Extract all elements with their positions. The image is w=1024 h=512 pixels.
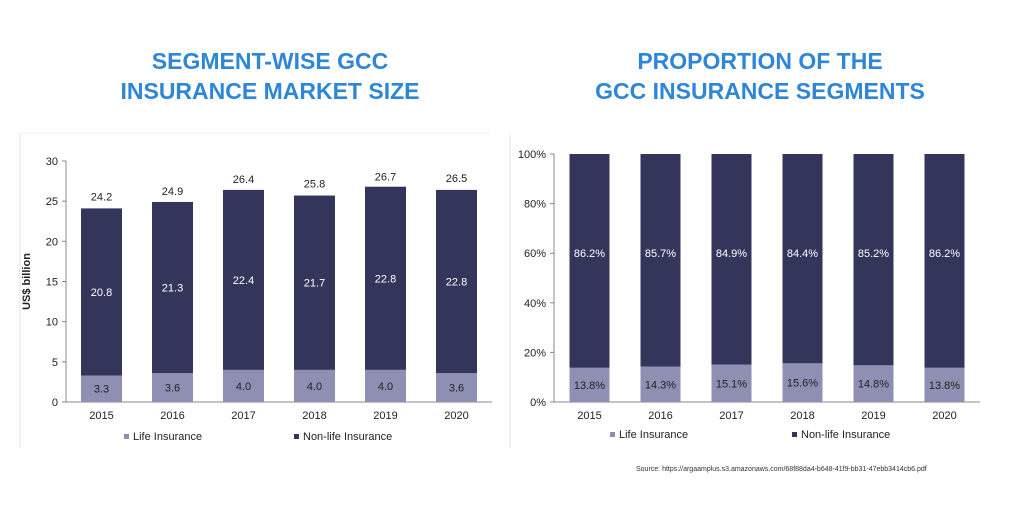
life-bar-2019 (365, 369, 406, 402)
life-data-label: 4.0 (378, 381, 393, 393)
nonlife-bar-2019 (365, 186, 406, 370)
total-data-label: 25.8 (304, 179, 325, 191)
nonlife-data-label: 85.2% (858, 248, 889, 260)
x-tick-label: 2016 (160, 410, 184, 422)
y-tick-label: 0% (530, 397, 546, 409)
nonlife-bar-2020 (436, 189, 477, 374)
legend-label-nonlife: Non-life Insurance (303, 431, 392, 443)
x-tick-label: 2019 (373, 410, 397, 422)
y-tick-label: 10 (46, 317, 58, 329)
nonlife-data-label: 22.4 (233, 275, 254, 287)
y-tick-label: 0 (52, 397, 58, 409)
x-tick-label: 2019 (861, 410, 885, 422)
nonlife-bar-2018 (294, 195, 335, 370)
y-tick-label: 20 (46, 236, 58, 248)
life-bar-2019 (853, 365, 894, 402)
legend-swatch-nonlife (792, 432, 797, 437)
right-title-line-2: GCC INSURANCE SEGMENTS (595, 78, 925, 104)
life-data-label: 14.8% (858, 379, 889, 391)
life-bar-2016 (152, 373, 193, 402)
nonlife-bar-2016 (640, 154, 681, 367)
legend-label-nonlife: Non-life Insurance (801, 429, 890, 441)
nonlife-bar-2016 (152, 201, 193, 374)
total-data-label: 24.9 (162, 186, 183, 198)
y-tick-label: 100% (518, 149, 546, 161)
x-tick-label: 2018 (302, 410, 326, 422)
life-data-label: 3.3 (94, 384, 109, 396)
total-data-label: 26.7 (375, 172, 396, 184)
legend-label-life: Life Insurance (619, 429, 688, 441)
nonlife-bar-2017 (711, 154, 752, 365)
total-data-label: 26.5 (446, 173, 467, 185)
nonlife-bar-2015 (81, 208, 122, 376)
legend-swatch-life (610, 432, 615, 437)
total-data-label: 26.4 (233, 174, 254, 186)
life-bar-2016 (640, 366, 681, 402)
y-tick-label: 30 (46, 156, 58, 168)
total-data-label: 24.2 (91, 192, 112, 204)
life-bar-2015 (81, 375, 122, 402)
x-tick-label: 2017 (231, 410, 255, 422)
nonlife-bar-2017 (223, 189, 264, 370)
y-tick-label: 40% (524, 298, 546, 310)
nonlife-data-label: 86.2% (574, 248, 605, 260)
left-chart-title: SEGMENT-WISE GCC INSURANCE MARKET SIZE (60, 46, 480, 106)
x-tick-label: 2020 (444, 410, 468, 422)
x-tick-label: 2020 (932, 410, 956, 422)
life-bar-2017 (711, 364, 752, 402)
nonlife-data-label: 21.7 (304, 278, 325, 290)
life-bar-2020 (924, 367, 965, 402)
nonlife-data-label: 21.3 (162, 283, 183, 295)
right-chart-title: PROPORTION OF THE GCC INSURANCE SEGMENTS (540, 46, 980, 106)
x-tick-label: 2018 (790, 410, 814, 422)
x-tick-label: 2015 (577, 410, 601, 422)
y-tick-label: 25 (46, 196, 58, 208)
nonlife-bar-2015 (569, 154, 610, 368)
life-data-label: 13.8% (929, 380, 960, 392)
life-data-label: 14.3% (645, 379, 676, 391)
left-title-line-1: SEGMENT-WISE GCC (151, 48, 389, 74)
x-tick-label: 2016 (648, 410, 672, 422)
left-title-line-2: INSURANCE MARKET SIZE (120, 78, 420, 104)
life-bar-2018 (294, 369, 335, 402)
right-title-line-1: PROPORTION OF THE (637, 48, 883, 74)
y-axis-title: US$ billion (21, 253, 33, 310)
nonlife-data-label: 20.8 (91, 287, 112, 299)
legend-label-life: Life Insurance (133, 431, 202, 443)
nonlife-bar-2019 (853, 154, 894, 366)
nonlife-bar-2020 (924, 154, 965, 368)
legend-swatch-nonlife (294, 434, 299, 439)
nonlife-data-label: 86.2% (929, 248, 960, 260)
life-data-label: 15.1% (716, 378, 747, 390)
life-data-label: 3.6 (449, 383, 464, 395)
life-bar-2015 (569, 367, 610, 402)
nonlife-bar-2018 (782, 154, 823, 364)
nonlife-data-label: 22.8 (446, 277, 467, 289)
life-bar-2018 (782, 363, 823, 402)
nonlife-data-label: 85.7% (645, 248, 676, 260)
source-note: Source: https://argaamplus.s3.amazonaws.… (636, 466, 927, 473)
nonlife-data-label: 84.9% (716, 248, 747, 260)
life-data-label: 15.6% (787, 378, 818, 390)
life-bar-2020 (436, 373, 477, 402)
y-tick-label: 20% (524, 347, 546, 359)
life-data-label: 4.0 (307, 381, 322, 393)
y-tick-label: 60% (524, 248, 546, 260)
life-bar-2017 (223, 369, 264, 402)
y-tick-label: 5 (52, 357, 58, 369)
life-data-label: 3.6 (165, 383, 180, 395)
x-tick-label: 2015 (89, 410, 113, 422)
life-data-label: 4.0 (236, 381, 251, 393)
nonlife-data-label: 22.8 (375, 273, 396, 285)
y-tick-label: 80% (524, 199, 546, 211)
legend-swatch-life (124, 434, 129, 439)
nonlife-data-label: 84.4% (787, 248, 818, 260)
x-tick-label: 2017 (719, 410, 743, 422)
life-data-label: 13.8% (574, 380, 605, 392)
y-tick-label: 15 (46, 277, 58, 289)
